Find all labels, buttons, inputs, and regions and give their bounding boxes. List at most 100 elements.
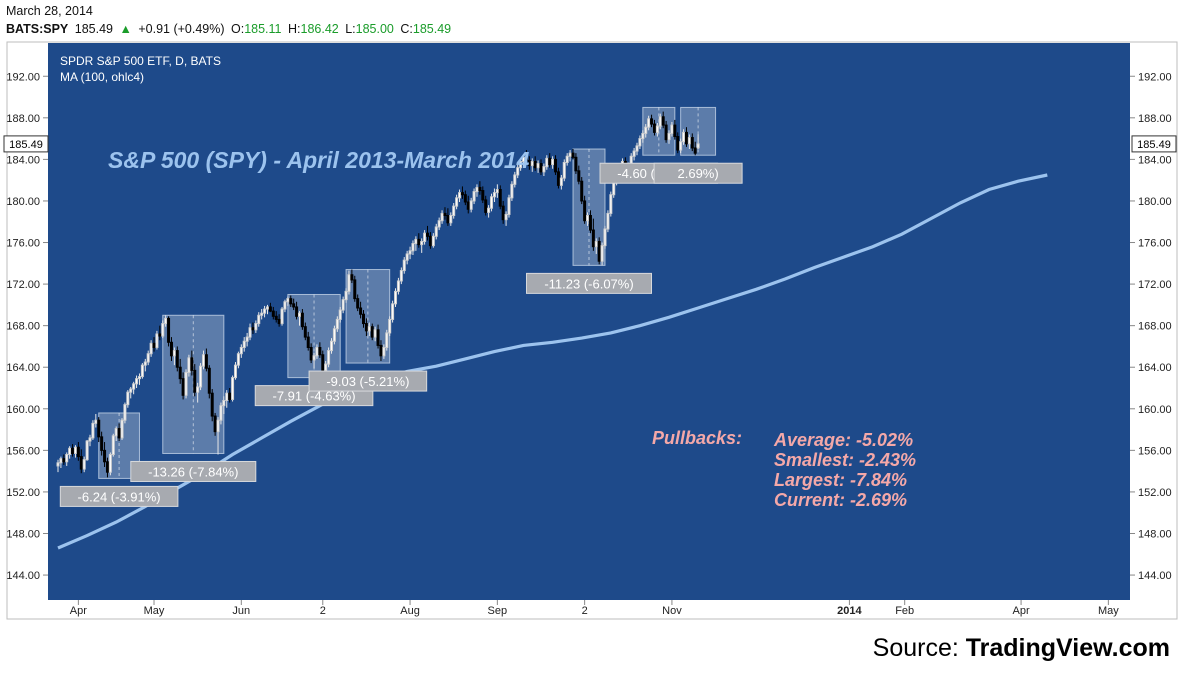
candle-body: [225, 392, 229, 401]
candle-body: [527, 159, 531, 167]
candle-body: [568, 152, 572, 157]
y-tick-label: 160.00: [1138, 404, 1172, 416]
candle-body: [219, 405, 223, 421]
candle-body: [245, 336, 249, 342]
low-value: 185.00: [355, 22, 394, 36]
candle-body: [271, 310, 275, 317]
candle-body: [254, 323, 258, 331]
candle-body: [65, 454, 69, 463]
candle-body: [417, 238, 421, 246]
candle-body: [367, 326, 371, 332]
candle-body: [492, 192, 496, 198]
candle-body: [210, 392, 214, 417]
candle-body: [472, 191, 476, 202]
candle-body: [597, 240, 601, 262]
candle-body: [682, 131, 686, 143]
source-credit: Source: TradingView.com: [873, 634, 1170, 663]
y-tick-label: 192.00: [1138, 71, 1172, 83]
candle-body: [443, 212, 447, 217]
candle-body: [286, 298, 290, 303]
y-tick-label: 156.00: [1138, 445, 1172, 457]
chart-header: March 28, 2014 BATS:SPY 185.49 ▲ +0.91 (…: [6, 2, 454, 38]
x-tick-label: 2: [320, 605, 326, 617]
candle-body: [193, 369, 197, 393]
candle-body: [513, 174, 517, 185]
candle-body: [56, 462, 60, 467]
candle-body: [679, 141, 683, 151]
y-tick-label: 168.00: [1138, 321, 1172, 333]
candle-body: [670, 124, 674, 134]
candle-body: [289, 298, 293, 305]
candle-body: [507, 197, 511, 215]
y-tick-label: 144.00: [6, 570, 40, 582]
candle-body: [309, 346, 313, 361]
source-brand: TradingView.com: [965, 634, 1170, 662]
candle-body: [359, 307, 363, 315]
candle-body: [487, 207, 491, 213]
candle-body: [548, 157, 552, 166]
candle-body: [356, 298, 360, 309]
candle-body: [428, 235, 432, 247]
candle-body: [76, 446, 80, 458]
candle-body: [327, 350, 331, 365]
candle-body: [647, 118, 651, 128]
candles: [56, 111, 700, 478]
y-tick-label: 188.00: [1138, 113, 1172, 125]
candle-body: [175, 350, 179, 368]
candle-body: [684, 131, 688, 145]
candle-body: [414, 238, 418, 245]
candle-body: [105, 461, 109, 473]
y-axis-right: 192.00 188.00 184.00 180.00 176.00 172.00 168.…: [1130, 71, 1172, 582]
candle-body: [137, 376, 141, 380]
y-tick-label: 192.00: [6, 71, 40, 83]
candle-body: [658, 116, 662, 127]
last-price-labels: 185.49 185.49: [3, 135, 1177, 153]
pullback-label: -6.24 (-3.91%): [78, 489, 161, 504]
candle-body: [111, 435, 115, 456]
candle-body: [277, 318, 281, 325]
pullback-label: -9.03 (-5.21%): [326, 374, 409, 389]
y-tick-label: 180.00: [1138, 196, 1172, 208]
x-tick-label: 2014: [837, 605, 862, 617]
x-tick-label: Nov: [662, 605, 682, 617]
candle-body: [332, 328, 336, 342]
candle-body: [434, 226, 438, 237]
up-arrow-icon: ▲: [119, 22, 132, 36]
candle-body: [196, 386, 200, 393]
candle-body: [437, 220, 441, 228]
candle-body: [632, 150, 636, 157]
candle-body: [321, 354, 325, 371]
candle-body: [504, 213, 508, 221]
candle-body: [664, 124, 668, 141]
candle-body: [268, 306, 272, 312]
candle-body: [481, 190, 485, 201]
candle-body: [577, 170, 581, 182]
candle-body: [644, 126, 648, 134]
candle-body: [117, 428, 121, 439]
candle-body: [164, 317, 168, 325]
pullback-label: 2.69%): [678, 166, 719, 181]
plot-area[interactable]: [48, 43, 1130, 600]
y-tick-label: 164.00: [6, 362, 40, 374]
candle-body: [155, 333, 159, 348]
close-value: 185.49: [412, 22, 452, 36]
candle-body: [379, 344, 383, 357]
candle-body: [498, 189, 502, 207]
candle-body: [97, 419, 101, 438]
candle-body: [565, 155, 569, 164]
candle-body: [233, 364, 237, 379]
candle-body: [475, 186, 479, 193]
candle-body: [524, 156, 528, 161]
candle-body: [239, 346, 243, 355]
ma-100-line: [57, 173, 1048, 550]
y-tick-label: 156.00: [6, 445, 40, 457]
candle-body: [178, 366, 182, 380]
candle-body: [312, 355, 316, 361]
pullback-stat-line: Current: -2.69%: [774, 490, 907, 510]
last-price: 185.49: [74, 22, 113, 36]
candle-body: [609, 194, 613, 214]
candle-body: [583, 200, 587, 222]
last-price-label-left: 185.49: [9, 139, 43, 151]
x-tick-label: 2: [582, 605, 588, 617]
